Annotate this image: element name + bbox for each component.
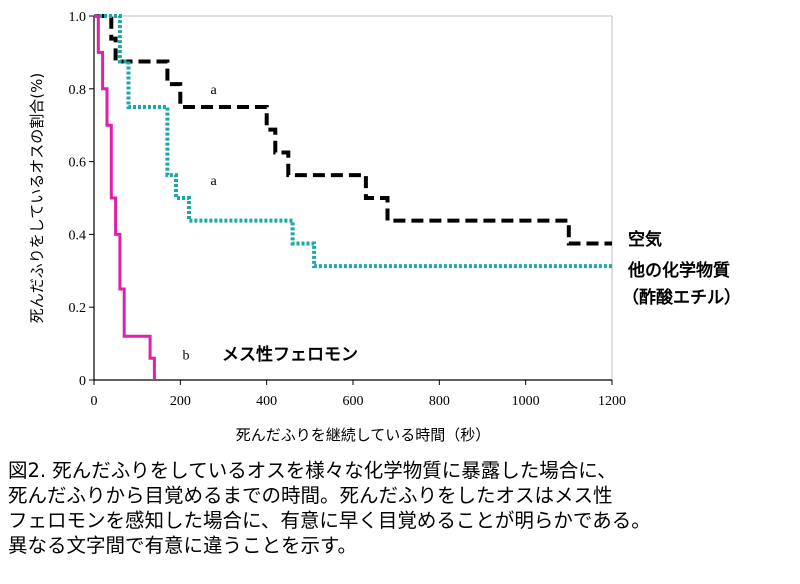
series-label-air: 空気 [628,229,662,250]
group-letter-3: b [182,349,189,364]
y-tick-label: 0 [79,374,86,389]
figure-caption: 図2. 死んだふりをしているオスを様々な化学物質に暴露した場合に、 死んだふりか… [8,458,798,558]
caption-line-1: 図2. 死んだふりをしているオスを様々な化学物質に暴露した場合に、 [8,459,617,482]
group-letter-1: a [211,83,218,98]
y-axis-title: 死んだふりをしているオスの割合(%) [28,73,46,324]
y-tick-label: 0.8 [69,83,87,98]
x-tick-label: 800 [429,394,450,409]
x-tick-label: 400 [256,394,277,409]
x-tick-label: 600 [343,394,364,409]
y-tick-label: 0.4 [69,228,87,243]
series-line-3 [94,14,156,380]
x-tick-label: 200 [170,394,191,409]
y-tick-label: 1.0 [69,10,87,25]
y-tick-label: 0.2 [69,301,87,316]
series-line-1 [94,14,612,246]
axes: 0 0.2 0.4 0.6 0.8 1.0 0 200 400 600 800 1000 1200 死んだ… [28,10,626,444]
series-label-pheromone: メス性フェロモン [222,344,358,365]
group-letter-2: a [211,174,218,189]
x-tick-label: 1000 [512,394,540,409]
x-tick-label: 0 [91,394,98,409]
x-tick-label: 1200 [598,394,626,409]
series-line-2 [94,14,612,269]
caption-line-4: 異なる文字間で有意に違うことを示す。 [8,534,358,557]
caption-line-3: フェロモンを感知した場合に、有意に早く目覚めることが明らかである。 [8,509,651,532]
survival-chart: 0 0.2 0.4 0.6 0.8 1.0 0 200 400 600 800 1000 1200 死んだ… [28,10,741,444]
caption-line-2: 死んだふりから目覚めるまでの時間。死んだふりをしたオスはメス性 [8,484,613,507]
series-layer [94,14,612,380]
x-axis-title: 死んだふりを継続している時間（秒） [236,426,491,444]
series-label-chemical-line-1: 他の化学物質 [627,260,730,281]
y-tick-label: 0.6 [69,156,87,171]
series-label-chemical-line-2: （酢酸エチル） [622,287,741,308]
